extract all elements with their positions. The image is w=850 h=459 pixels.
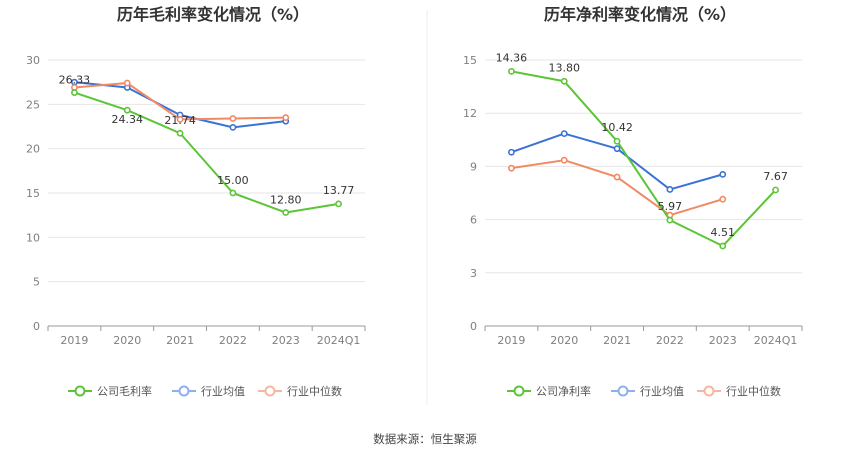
legend-marker-icon: [264, 385, 276, 397]
data-point[interactable]: [282, 209, 290, 216]
y-tick-label: 9: [470, 160, 477, 173]
y-tick-label: 6: [470, 214, 477, 227]
data-point[interactable]: [772, 186, 779, 194]
data-point[interactable]: [508, 164, 515, 172]
data-point[interactable]: [123, 79, 131, 87]
x-tick-label: 2023: [709, 334, 737, 347]
x-tick-label: 2020: [550, 334, 578, 347]
data-point[interactable]: [560, 77, 568, 85]
data-label: 10.42: [601, 121, 633, 134]
legend-marker-icon: [74, 385, 86, 397]
x-tick-label: 2021: [603, 334, 631, 347]
data-point[interactable]: [71, 89, 78, 96]
legend-label: 行业均值: [201, 385, 245, 398]
legend-item[interactable]: 行业中位数: [697, 384, 781, 398]
data-point[interactable]: [613, 137, 621, 145]
data-label: 21.74: [164, 114, 196, 127]
data-point[interactable]: [719, 195, 727, 203]
data-point[interactable]: [335, 200, 342, 208]
data-label: 14.36: [496, 51, 528, 64]
legend-item[interactable]: 行业均值: [611, 385, 684, 398]
x-tick-label: 2019: [60, 334, 88, 347]
y-tick-label: 10: [26, 231, 40, 244]
data-point[interactable]: [229, 115, 237, 122]
data-point[interactable]: [176, 129, 184, 137]
legend-marker-icon: [703, 385, 715, 397]
data-point[interactable]: [229, 189, 237, 197]
series-line: [511, 70, 777, 248]
data-label: 24.34: [112, 113, 144, 126]
legend-item[interactable]: 公司毛利率: [68, 384, 152, 398]
y-tick-label: 15: [26, 187, 40, 200]
x-tick-label: 2022: [219, 334, 247, 347]
legend-item[interactable]: 行业均值: [172, 385, 245, 398]
series-line: [74, 91, 339, 214]
x-tick-label: 2020: [113, 334, 141, 347]
data-point[interactable]: [719, 170, 727, 178]
y-tick-label: 25: [26, 98, 40, 111]
y-tick-label: 30: [26, 54, 40, 67]
net-margin-chart: 历年净利率变化情况（%） 0 3 6 9 12 15 2019 2020 2021 2022 2023…: [463, 5, 803, 398]
chart-title: 历年净利率变化情况（%）: [544, 5, 736, 24]
data-point[interactable]: [666, 216, 674, 224]
data-label: 12.80: [270, 194, 302, 207]
legend-label: 公司毛利率: [97, 384, 152, 398]
data-label: 15.00: [217, 174, 249, 187]
legend-item[interactable]: 公司净利率: [507, 384, 591, 398]
data-label: 4.51: [711, 226, 736, 239]
data-label: 7.67: [763, 170, 788, 183]
y-tick-label: 15: [463, 54, 477, 67]
chart-title: 历年毛利率变化情况（%）: [117, 5, 309, 24]
x-tick-label: 2021: [166, 334, 194, 347]
gross-margin-chart: 历年毛利率变化情况（%） 0 5 10 15 20 25 30 2019 2020 2021 2022…: [26, 5, 366, 398]
x-tick-label: 2024Q1: [754, 334, 798, 347]
data-point[interactable]: [508, 67, 515, 75]
data-label: 13.80: [549, 61, 581, 74]
x-tick-label: 2022: [656, 334, 684, 347]
x-tick-label: 2023: [272, 334, 300, 347]
y-tick-label: 3: [470, 267, 477, 280]
x-tick-label: 2019: [497, 334, 525, 347]
y-tick-label: 12: [463, 107, 477, 120]
data-point[interactable]: [560, 130, 568, 137]
legend-item[interactable]: 行业中位数: [258, 384, 342, 398]
y-tick-label: 0: [33, 320, 40, 333]
series-line: [511, 159, 724, 217]
legend-marker-icon: [617, 385, 629, 397]
data-point[interactable]: [176, 116, 184, 123]
y-tick-label: 20: [26, 143, 40, 156]
legend-label: 公司净利率: [536, 384, 591, 398]
y-tick-label: 5: [33, 276, 40, 289]
data-point[interactable]: [560, 156, 568, 164]
data-point[interactable]: [229, 123, 237, 131]
data-point[interactable]: [719, 242, 727, 250]
legend-marker-icon: [178, 385, 190, 397]
data-point[interactable]: [282, 114, 290, 122]
data-label: 13.77: [323, 184, 355, 197]
legend-label: 行业中位数: [726, 384, 781, 398]
legend-label: 行业中位数: [287, 384, 342, 398]
y-tick-label: 0: [470, 320, 477, 333]
data-point[interactable]: [613, 145, 621, 153]
x-tick-label: 2024Q1: [317, 334, 361, 347]
data-source-text: 数据来源：恒生聚源: [373, 432, 477, 446]
data-point[interactable]: [613, 173, 621, 181]
data-label: 26.33: [59, 74, 91, 87]
data-point[interactable]: [123, 106, 131, 114]
legend-label: 行业均值: [640, 385, 684, 398]
data-label: 5.97: [658, 200, 683, 213]
data-point[interactable]: [508, 148, 515, 156]
legend-marker-icon: [513, 385, 525, 397]
data-point[interactable]: [666, 186, 674, 193]
